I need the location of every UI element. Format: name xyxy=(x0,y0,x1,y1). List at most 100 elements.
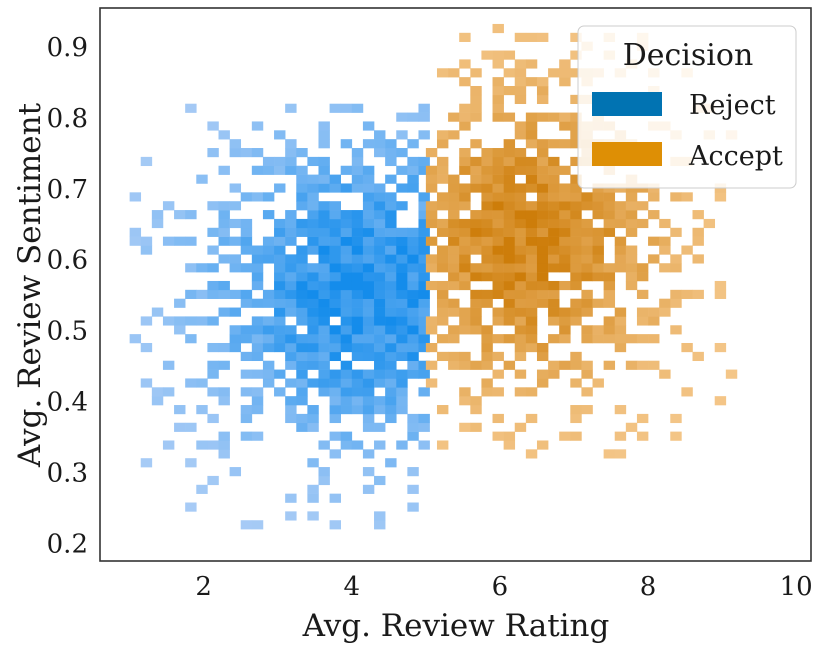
hist-bin-reject xyxy=(407,484,419,494)
hist-bin-reject xyxy=(307,351,319,362)
hist-bin-accept xyxy=(448,263,460,273)
hist-bin-reject xyxy=(162,440,175,450)
hist-bin-reject xyxy=(296,192,308,202)
hist-bin-reject xyxy=(218,130,230,140)
hist-bin-reject xyxy=(374,183,386,193)
hist-bin-accept xyxy=(448,183,460,193)
hist-bin-reject xyxy=(240,405,253,415)
hist-bin-reject xyxy=(307,263,319,273)
hist-bin-reject xyxy=(374,218,386,229)
hist-bin-accept xyxy=(514,68,527,78)
hist-bin-reject xyxy=(307,174,319,184)
hist-bin-reject xyxy=(262,316,275,326)
hist-bin-accept xyxy=(548,369,560,379)
hist-bin-accept xyxy=(548,227,560,237)
hist-bin-reject xyxy=(340,272,353,282)
hist-bin-reject xyxy=(285,103,297,113)
hist-bin-reject xyxy=(396,378,408,388)
hist-bin-accept xyxy=(525,449,538,459)
hist-bin-reject xyxy=(362,218,375,229)
hist-bin-accept xyxy=(503,272,516,282)
hist-bin-reject xyxy=(296,387,308,397)
hist-bin-reject xyxy=(218,307,230,317)
hist-bin-reject xyxy=(340,316,353,326)
hist-bin-accept xyxy=(503,174,516,184)
hist-bin-reject xyxy=(262,360,275,370)
hist-bin-accept xyxy=(481,192,493,202)
hist-bin-reject xyxy=(362,396,375,406)
hist-bin-reject xyxy=(296,289,308,299)
hist-bin-reject xyxy=(374,405,386,415)
hist-bin-reject xyxy=(251,387,264,397)
hist-bin-reject xyxy=(196,174,208,184)
hist-bin-reject xyxy=(274,289,286,299)
hist-bin-reject xyxy=(262,156,275,167)
hist-bin-reject xyxy=(307,342,319,353)
hist-bin-accept xyxy=(570,431,582,441)
hist-bin-reject xyxy=(407,342,419,353)
hist-bin-reject xyxy=(329,201,341,211)
hist-bin-accept xyxy=(514,298,527,308)
hist-bin-accept xyxy=(636,360,649,370)
hist-bin-reject xyxy=(240,148,253,158)
hist-bin-accept xyxy=(448,227,460,237)
hist-bin-reject xyxy=(374,334,386,344)
hist-bin-accept xyxy=(514,165,527,175)
hist-bin-accept xyxy=(692,254,704,264)
hist-bin-reject xyxy=(351,165,364,175)
hist-bin-reject xyxy=(362,254,375,264)
hist-bin-accept xyxy=(603,325,616,335)
hist-bin-accept xyxy=(481,165,493,175)
hist-bin-reject xyxy=(385,192,397,202)
hist-bin-reject xyxy=(318,263,330,273)
hist-bin-accept xyxy=(570,351,582,362)
hist-bin-accept xyxy=(492,94,504,105)
hist-bin-reject xyxy=(351,103,364,113)
hist-bin-reject xyxy=(385,254,397,264)
hist-bin-accept xyxy=(514,236,527,246)
hist-bin-accept xyxy=(492,112,504,122)
hist-bin-reject xyxy=(307,183,319,193)
hist-bin-accept xyxy=(536,32,549,42)
hist-bin-accept xyxy=(436,139,449,149)
hist-bin-accept xyxy=(425,263,438,273)
hist-bin-accept xyxy=(525,227,538,237)
hist-bin-accept xyxy=(614,342,627,353)
hist-bin-accept xyxy=(492,236,504,246)
hist-bin-reject xyxy=(340,227,353,237)
hist-bin-accept xyxy=(536,236,549,246)
hist-bin-accept xyxy=(448,272,460,282)
hist-bin-reject xyxy=(129,227,142,237)
hist-bin-accept xyxy=(514,263,527,273)
hist-bin-accept xyxy=(581,387,593,397)
hist-bin-accept xyxy=(481,351,493,362)
hist-bin-reject xyxy=(218,210,230,220)
hist-bin-accept xyxy=(436,165,449,175)
hist-bin-reject xyxy=(285,396,297,406)
hist-bin-reject xyxy=(229,183,242,193)
hist-bin-reject xyxy=(229,325,242,335)
hist-bin-reject xyxy=(229,254,242,264)
hist-bin-accept xyxy=(559,227,571,237)
hist-bin-accept xyxy=(481,156,493,167)
hist-bin-accept xyxy=(514,210,527,220)
hist-bin-accept xyxy=(659,218,671,229)
hist-bin-reject xyxy=(185,289,197,299)
hist-bin-accept xyxy=(514,77,527,87)
hist-bin-reject xyxy=(385,334,397,344)
legend: Decision Reject Accept xyxy=(577,25,797,189)
hist-bin-accept xyxy=(625,192,638,202)
hist-bin-accept xyxy=(714,280,727,291)
hist-bin-accept xyxy=(481,201,493,211)
hist-bin-accept xyxy=(614,236,627,246)
hist-bin-reject xyxy=(307,298,319,308)
hist-bin-accept xyxy=(592,272,604,282)
hist-bin-reject xyxy=(385,396,397,406)
hist-bin-reject xyxy=(185,458,197,468)
hist-bin-accept xyxy=(436,130,449,140)
hist-bin-accept xyxy=(525,387,538,397)
hist-bin-accept xyxy=(603,263,616,273)
hist-bin-accept xyxy=(492,413,504,424)
hist-bin-reject xyxy=(251,342,264,353)
hist-bin-reject xyxy=(251,148,264,158)
